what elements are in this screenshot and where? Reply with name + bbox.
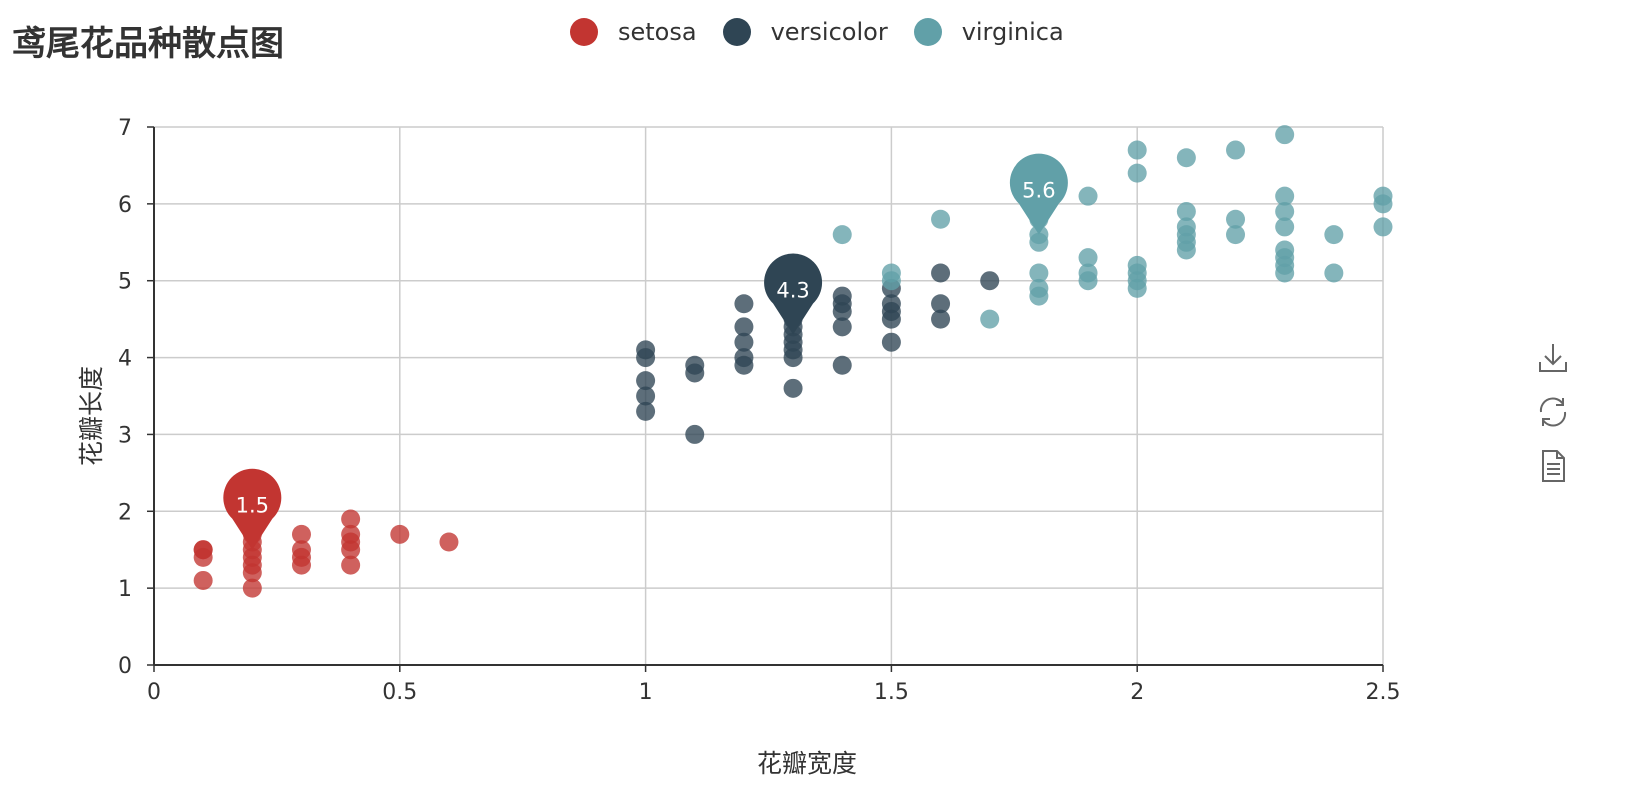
y-tick-label: 3 xyxy=(118,423,132,448)
data-point-virginica[interactable] xyxy=(1373,217,1393,237)
x-tick-label: 1 xyxy=(639,680,653,705)
data-point-virginica[interactable] xyxy=(1127,140,1147,160)
data-point-virginica[interactable] xyxy=(1029,263,1049,283)
data-point-virginica[interactable] xyxy=(1127,255,1147,275)
toolbox xyxy=(1535,340,1571,484)
data-point-setosa[interactable] xyxy=(341,555,361,575)
markpoint-pin-virginica[interactable]: 5.6 xyxy=(1009,153,1068,235)
data-point-versicolor[interactable] xyxy=(636,371,656,391)
refresh-icon[interactable] xyxy=(1535,394,1571,430)
data-point-versicolor[interactable] xyxy=(636,340,656,360)
data-point-virginica[interactable] xyxy=(832,225,852,245)
data-point-versicolor[interactable] xyxy=(832,355,852,375)
data-point-virginica[interactable] xyxy=(1275,240,1295,260)
data-point-virginica[interactable] xyxy=(1176,217,1196,237)
data-point-versicolor[interactable] xyxy=(636,386,656,406)
data-point-versicolor[interactable] xyxy=(881,294,901,314)
legend-item-versicolor[interactable]: versicolor xyxy=(722,18,888,46)
data-point-virginica[interactable] xyxy=(1078,186,1098,206)
data-point-versicolor[interactable] xyxy=(636,401,656,421)
axes: 0 0.5 1 1.5 2 2.5 0 1 2 3 4 5 6 7 xyxy=(118,116,1401,705)
data-point-setosa[interactable] xyxy=(193,570,213,590)
data-point-versicolor[interactable] xyxy=(685,424,705,444)
data-point-virginica[interactable] xyxy=(1176,202,1196,222)
x-tick-label: 2.5 xyxy=(1366,680,1401,705)
data-points xyxy=(193,125,1393,598)
data-point-setosa[interactable] xyxy=(341,509,361,529)
markpoint-label: 1.5 xyxy=(236,494,269,518)
x-tick-label: 0.5 xyxy=(382,680,417,705)
markpoint-pin-versicolor[interactable]: 4.3 xyxy=(764,253,823,335)
download-icon[interactable] xyxy=(1535,340,1571,376)
data-point-versicolor[interactable] xyxy=(734,332,754,352)
x-tick-label: 1.5 xyxy=(874,680,909,705)
data-point-virginica[interactable] xyxy=(1226,140,1246,160)
data-point-versicolor[interactable] xyxy=(931,294,951,314)
data-point-versicolor[interactable] xyxy=(881,332,901,352)
x-tick-label: 0 xyxy=(147,680,161,705)
legend-item-setosa[interactable]: setosa xyxy=(570,18,697,46)
data-point-versicolor[interactable] xyxy=(734,294,754,314)
mark-points: 1.5 4.3 5.6 xyxy=(223,153,1068,550)
data-point-versicolor[interactable] xyxy=(832,286,852,306)
data-point-virginica[interactable] xyxy=(980,309,1000,329)
y-tick-label: 6 xyxy=(118,193,132,218)
y-axis-label: 花瓣长度 xyxy=(77,366,106,466)
y-tick-label: 4 xyxy=(118,347,132,372)
x-axis-label: 花瓣宽度 xyxy=(757,749,857,778)
grid xyxy=(154,126,1384,665)
data-point-virginica[interactable] xyxy=(1078,263,1098,283)
legend-label: setosa xyxy=(618,18,697,46)
data-point-setosa[interactable] xyxy=(291,524,311,544)
data-point-versicolor[interactable] xyxy=(685,355,705,375)
legend-item-virginica[interactable]: virginica xyxy=(913,18,1064,46)
markpoint-pin-setosa[interactable]: 1.5 xyxy=(223,468,282,550)
legend-label: versicolor xyxy=(770,18,888,46)
data-point-versicolor[interactable] xyxy=(734,317,754,337)
data-point-virginica[interactable] xyxy=(1275,125,1295,145)
y-tick-label: 0 xyxy=(118,654,132,679)
data-point-setosa[interactable] xyxy=(291,540,311,560)
markpoint-label: 4.3 xyxy=(776,279,809,303)
data-point-virginica[interactable] xyxy=(931,209,951,229)
data-point-versicolor[interactable] xyxy=(832,317,852,337)
chart-title: 鸢尾花品种散点图 xyxy=(12,24,284,64)
legend: setosa versicolor virginica xyxy=(570,18,1090,46)
legend-label: virginica xyxy=(961,18,1064,46)
data-point-virginica[interactable] xyxy=(1324,263,1344,283)
data-point-setosa[interactable] xyxy=(242,578,262,598)
data-point-versicolor[interactable] xyxy=(734,348,754,368)
data-point-virginica[interactable] xyxy=(1275,186,1295,206)
data-point-setosa[interactable] xyxy=(439,532,459,552)
data-point-virginica[interactable] xyxy=(1275,217,1295,237)
data-view-icon[interactable] xyxy=(1535,448,1571,484)
data-point-virginica[interactable] xyxy=(1226,225,1246,245)
data-point-versicolor[interactable] xyxy=(931,309,951,329)
data-point-setosa[interactable] xyxy=(390,524,410,544)
x-tick-label: 2 xyxy=(1130,680,1144,705)
legend-marker xyxy=(570,18,598,46)
data-point-virginica[interactable] xyxy=(1275,202,1295,222)
data-point-virginica[interactable] xyxy=(1078,248,1098,268)
data-point-virginica[interactable] xyxy=(1176,148,1196,168)
data-point-setosa[interactable] xyxy=(193,540,213,560)
data-point-versicolor[interactable] xyxy=(783,378,803,398)
data-point-virginica[interactable] xyxy=(1029,278,1049,298)
data-point-versicolor[interactable] xyxy=(931,263,951,283)
data-point-virginica[interactable] xyxy=(1127,163,1147,183)
y-tick-label: 2 xyxy=(118,500,132,525)
legend-marker xyxy=(722,18,751,46)
data-point-virginica[interactable] xyxy=(1373,186,1393,206)
data-point-virginica[interactable] xyxy=(881,263,901,283)
y-tick-label: 1 xyxy=(118,577,132,602)
y-tick-label: 7 xyxy=(118,116,132,141)
data-point-setosa[interactable] xyxy=(341,524,361,544)
data-point-virginica[interactable] xyxy=(1324,225,1344,245)
y-tick-label: 5 xyxy=(118,270,132,295)
legend-marker xyxy=(913,18,942,46)
data-point-versicolor[interactable] xyxy=(980,271,1000,291)
markpoint-label: 5.6 xyxy=(1022,179,1055,203)
data-point-virginica[interactable] xyxy=(1226,209,1246,229)
